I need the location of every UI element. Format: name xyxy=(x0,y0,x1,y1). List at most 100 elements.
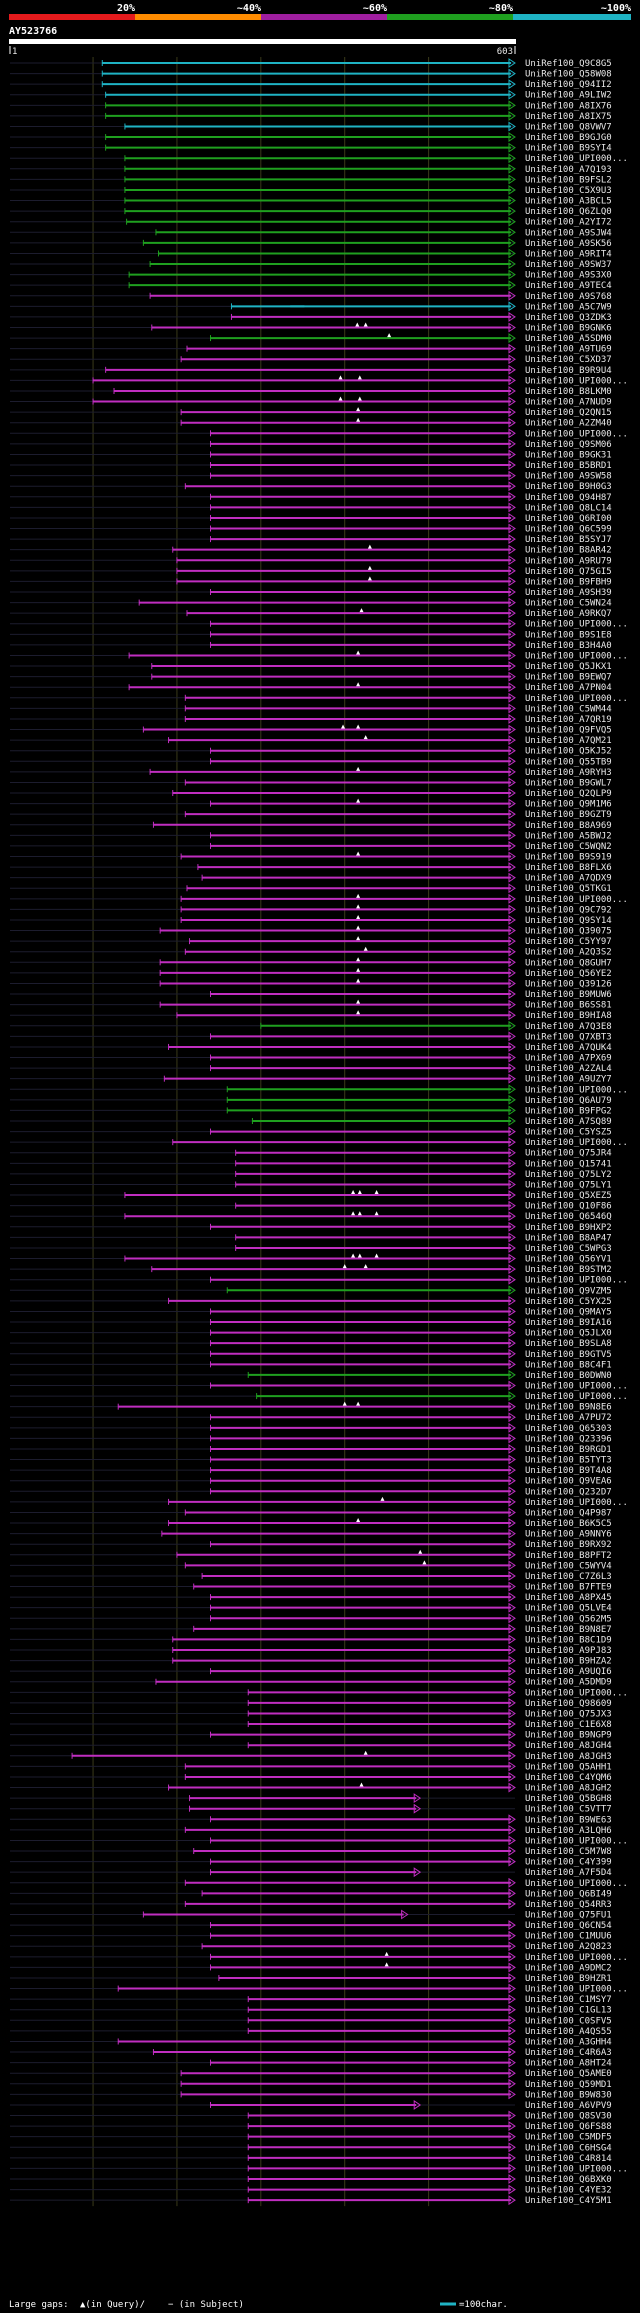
hit-label[interactable]: UniRef100_UPI000... xyxy=(525,1085,628,1095)
hit-label[interactable]: UniRef100_B9GZT9 xyxy=(525,810,612,820)
hit-row[interactable]: UniRef100_UPI000... xyxy=(10,692,628,704)
hit-label[interactable]: UniRef100_B9IA16 xyxy=(525,1318,612,1328)
hit-row[interactable]: UniRef100_Q6C599 xyxy=(10,523,612,535)
hit-label[interactable]: UniRef100_Q5JLX0 xyxy=(525,1329,612,1339)
hit-label[interactable]: UniRef100_B8AP47 xyxy=(525,1233,612,1243)
hit-label[interactable]: UniRef100_A6VPV9 xyxy=(525,2101,612,2111)
hit-row[interactable]: UniRef100_A7PN04 xyxy=(10,682,612,693)
hit-label[interactable]: UniRef100_B6K5C5 xyxy=(525,1519,612,1529)
hit-label[interactable]: UniRef100_Q75JX3 xyxy=(525,1709,612,1719)
hit-row[interactable]: UniRef100_A9RYH3 xyxy=(10,766,612,778)
hit-label[interactable]: UniRef100_B9RGD1 xyxy=(525,1445,612,1455)
hit-row[interactable]: UniRef100_UPI000... xyxy=(10,1391,628,1402)
hit-label[interactable]: UniRef100_A9NNY6 xyxy=(525,1530,612,1540)
hit-row[interactable]: UniRef100_A7Q3E8 xyxy=(10,1020,612,1032)
hit-row[interactable]: UniRef100_B9N8E6 xyxy=(10,1401,612,1413)
hit-label[interactable]: UniRef100_C5WM44 xyxy=(525,704,612,714)
hit-label[interactable]: UniRef100_Q15741 xyxy=(525,1159,612,1169)
hit-label[interactable]: UniRef100_Q75LY1 xyxy=(525,1180,612,1190)
hit-label[interactable]: UniRef100_C5WN24 xyxy=(525,599,612,609)
hit-row[interactable]: UniRef100_C5WPG3 xyxy=(10,1243,612,1254)
hit-label[interactable]: UniRef100_B9EWQ7 xyxy=(525,673,612,683)
hit-row[interactable]: UniRef100_Q9C8G5 xyxy=(10,58,612,69)
hit-row[interactable]: UniRef100_A9S768 xyxy=(10,290,612,302)
hit-label[interactable]: UniRef100_C1MSY7 xyxy=(525,1995,612,2005)
hit-label[interactable]: UniRef100_A2ZAL4 xyxy=(525,1064,612,1074)
hit-label[interactable]: UniRef100_Q4P987 xyxy=(525,1508,612,1518)
hit-row[interactable]: UniRef100_UPI000... xyxy=(10,1951,628,1963)
hit-row[interactable]: UniRef100_A9PJ83 xyxy=(10,1645,612,1656)
hit-label[interactable]: UniRef100_Q6CN54 xyxy=(525,1921,612,1931)
hit-label[interactable]: UniRef100_B9HZA2 xyxy=(525,1657,612,1667)
hit-row[interactable]: UniRef100_A9NNY6 xyxy=(10,1528,612,1540)
hit-row[interactable]: UniRef100_Q9SY14 xyxy=(10,914,612,926)
hit-row[interactable]: UniRef100_Q5XEZ5 xyxy=(10,1190,612,1201)
hit-label[interactable]: UniRef100_B9WE63 xyxy=(525,1815,612,1825)
hit-row[interactable]: UniRef100_Q6RI00 xyxy=(10,513,612,524)
hit-row[interactable]: UniRef100_A9RU79 xyxy=(10,555,612,566)
hit-label[interactable]: UniRef100_Q5JKX1 xyxy=(525,662,612,672)
hit-row[interactable]: UniRef100_A2Q3S2 xyxy=(10,946,612,958)
hit-row[interactable]: UniRef100_B9HZA2 xyxy=(10,1655,612,1667)
hit-label[interactable]: UniRef100_B5BRD1 xyxy=(525,461,612,471)
hit-label[interactable]: UniRef100_A8HT24 xyxy=(525,2059,612,2069)
hit-label[interactable]: UniRef100_B9FBH9 xyxy=(525,577,612,587)
hit-label[interactable]: UniRef100_B9HZR1 xyxy=(525,1974,612,1984)
hit-label[interactable]: UniRef100_Q9C792 xyxy=(525,905,612,915)
hit-label[interactable]: UniRef100_C1E6X8 xyxy=(525,1720,612,1730)
hit-label[interactable]: UniRef100_Q9VZM5 xyxy=(525,1286,612,1296)
hit-row[interactable]: UniRef100_Q94II2 xyxy=(10,79,612,90)
hit-label[interactable]: UniRef100_A5SDM0 xyxy=(525,334,612,344)
hit-row[interactable]: UniRef100_Q10F86 xyxy=(10,1200,612,1212)
hit-label[interactable]: UniRef100_Q39126 xyxy=(525,979,612,989)
hit-row[interactable]: UniRef100_C4R6A3 xyxy=(10,2047,612,2058)
hit-row[interactable]: UniRef100_A9SJW4 xyxy=(10,227,612,238)
hit-label[interactable]: UniRef100_C5M7W8 xyxy=(525,1847,612,1857)
hit-row[interactable]: UniRef100_A9SW37 xyxy=(10,259,612,270)
hit-row[interactable]: UniRef100_A7Q193 xyxy=(10,163,612,175)
hit-row[interactable]: UniRef100_A2ZAL4 xyxy=(10,1063,612,1074)
hit-row[interactable]: UniRef100_A7SQ89 xyxy=(10,1116,612,1127)
hit-row[interactable]: UniRef100_Q58W08 xyxy=(10,68,612,80)
hit-row[interactable]: UniRef100_B9RX92 xyxy=(10,1539,612,1550)
hit-row[interactable]: UniRef100_A9SK56 xyxy=(10,237,612,249)
hit-label[interactable]: UniRef100_B0DWN0 xyxy=(525,1371,612,1381)
hit-label[interactable]: UniRef100_A9UQI6 xyxy=(525,1667,612,1677)
hit-label[interactable]: UniRef100_A7PX69 xyxy=(525,1054,612,1064)
hit-row[interactable]: UniRef100_B6SS81 xyxy=(10,999,612,1011)
hit-label[interactable]: UniRef100_A9SW58 xyxy=(525,472,612,482)
hit-row[interactable]: UniRef100_Q9C792 xyxy=(10,904,612,915)
hit-row[interactable]: UniRef100_B6K5C5 xyxy=(10,1518,612,1529)
hit-label[interactable]: UniRef100_A8JGH4 xyxy=(525,1741,612,1751)
hit-row[interactable]: UniRef100_C5WM44 xyxy=(10,703,612,714)
hit-row[interactable]: UniRef100_A9LIW2 xyxy=(10,89,612,101)
hit-label[interactable]: UniRef100_A2Q3S2 xyxy=(525,948,612,958)
hit-row[interactable]: UniRef100_Q6AU79 xyxy=(10,1094,612,1106)
hit-row[interactable]: UniRef100_UPI000... xyxy=(10,650,628,661)
hit-label[interactable]: UniRef100_Q5KJ52 xyxy=(525,747,612,757)
hit-label[interactable]: UniRef100_Q54RR3 xyxy=(525,1900,612,1910)
hit-row[interactable]: UniRef100_A8IX75 xyxy=(10,110,612,122)
hit-row[interactable]: UniRef100_B8PFT2 xyxy=(10,1549,612,1561)
hit-label[interactable]: UniRef100_Q94II2 xyxy=(525,80,612,90)
hit-label[interactable]: UniRef100_B9HXP2 xyxy=(525,1223,612,1233)
hit-label[interactable]: UniRef100_C4Y5M1 xyxy=(525,2196,612,2206)
hit-label[interactable]: UniRef100_Q9SY14 xyxy=(525,916,612,926)
hit-row[interactable]: UniRef100_Q6FS88 xyxy=(10,2121,612,2132)
hit-row[interactable]: UniRef100_C5WYV4 xyxy=(10,1560,612,1571)
hit-row[interactable]: UniRef100_Q75JR4 xyxy=(10,1147,612,1159)
hit-row[interactable]: UniRef100_C6HSG4 xyxy=(10,2142,612,2153)
hit-label[interactable]: UniRef100_Q56YV1 xyxy=(525,1255,612,1265)
hit-label[interactable]: UniRef100_B9FPG2 xyxy=(525,1106,612,1116)
hit-label[interactable]: UniRef100_Q5XEZ5 xyxy=(525,1191,612,1201)
hit-row[interactable]: UniRef100_Q6BXK0 xyxy=(10,2174,612,2185)
hit-label[interactable]: UniRef100_Q23396 xyxy=(525,1434,612,1444)
hit-label[interactable]: UniRef100_A7QDX9 xyxy=(525,874,612,884)
hit-row[interactable]: UniRef100_C5XD37 xyxy=(10,354,612,365)
hit-row[interactable]: UniRef100_B8C1D9 xyxy=(10,1634,612,1645)
hit-row[interactable]: UniRef100_UPI000... xyxy=(10,1084,628,1095)
hit-row[interactable]: UniRef100_UPI000... xyxy=(10,1835,628,1846)
hit-row[interactable]: UniRef100_Q9M1M6 xyxy=(10,798,612,810)
hit-row[interactable]: UniRef100_A7QDX9 xyxy=(10,872,612,884)
hit-label[interactable]: UniRef100_A9LIW2 xyxy=(525,91,612,101)
